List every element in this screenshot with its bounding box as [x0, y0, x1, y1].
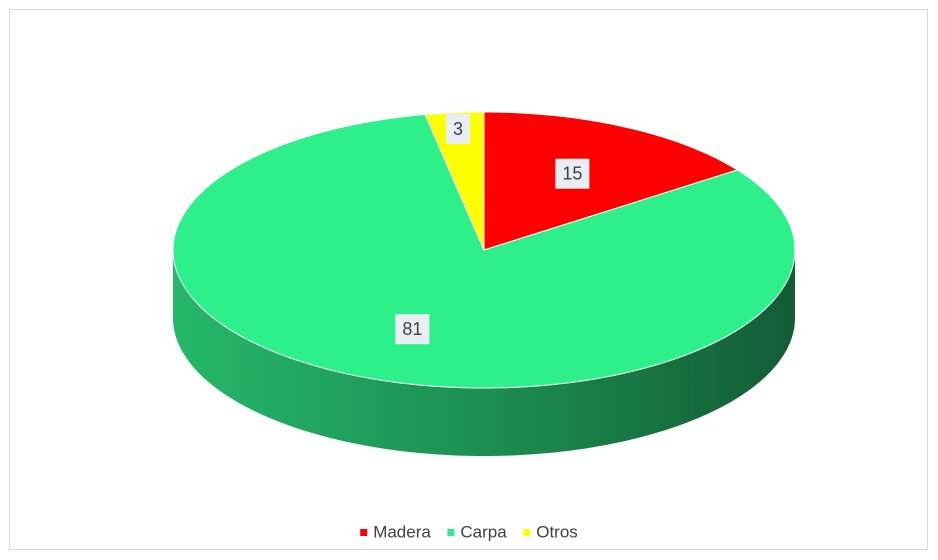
data-label: 15 [562, 164, 582, 184]
legend-swatch [523, 529, 531, 536]
data-label: 81 [402, 319, 422, 339]
legend-label: Carpa [460, 522, 507, 541]
data-label: 3 [453, 119, 463, 139]
data-label-box [555, 158, 590, 189]
slice [483, 111, 739, 251]
legend-swatch [360, 529, 368, 536]
data-label-box [445, 113, 470, 144]
legend-label: Madera [373, 522, 431, 541]
slice [424, 111, 485, 251]
slice-side [173, 250, 795, 456]
legend-label: Otros [536, 522, 578, 541]
data-label-box [395, 314, 430, 345]
legend: Madera Carpa Otros [360, 522, 578, 541]
legend-swatch [447, 529, 455, 536]
slice [172, 113, 796, 389]
pie: 15 81 3 [172, 111, 796, 456]
